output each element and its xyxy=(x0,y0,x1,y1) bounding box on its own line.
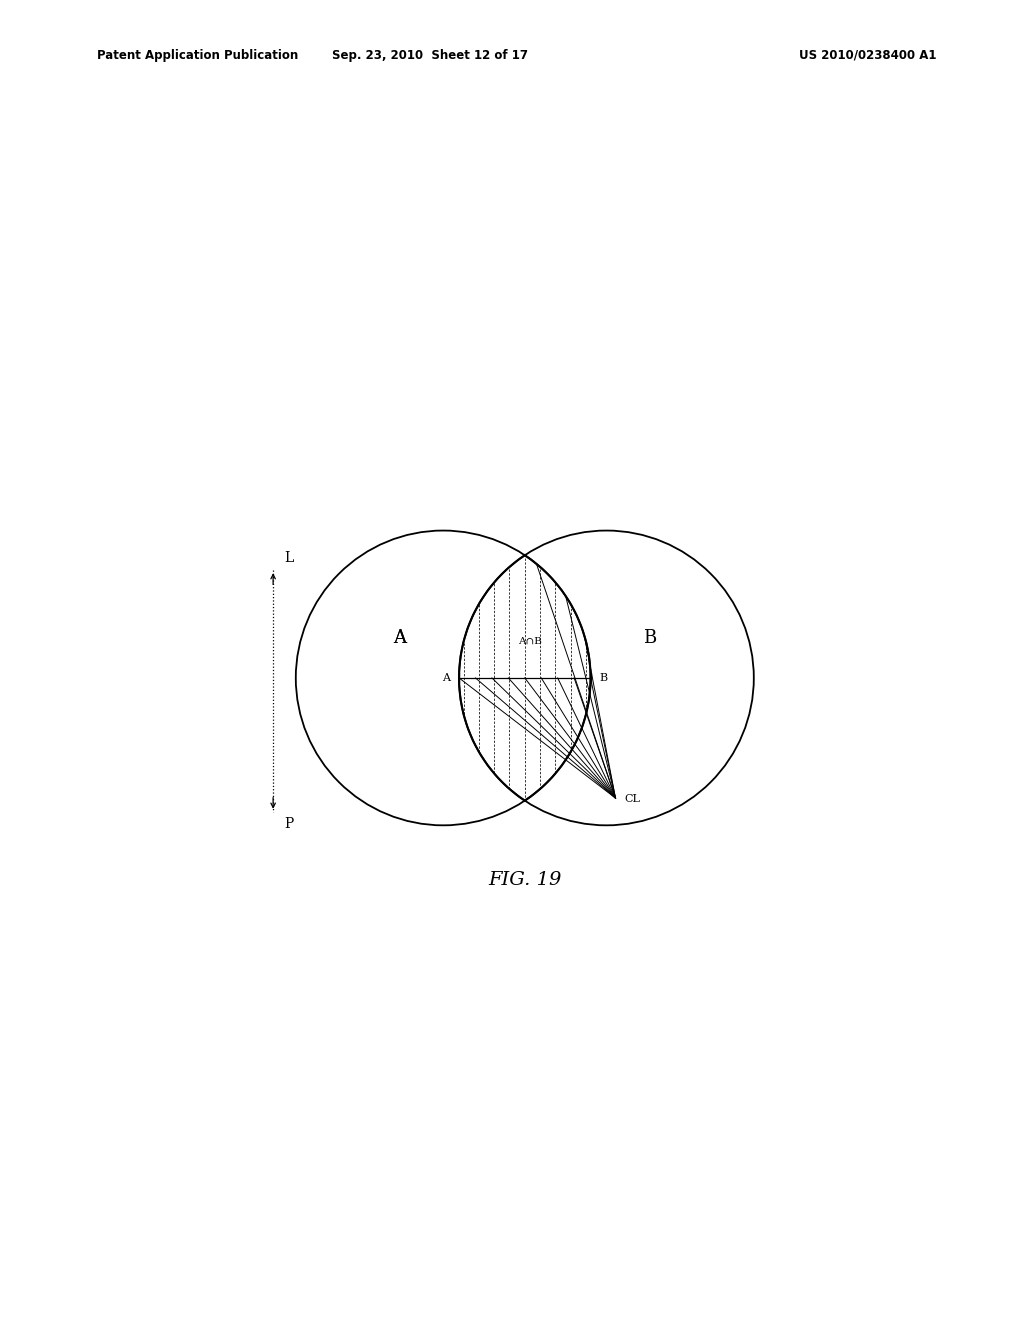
Text: US 2010/0238400 A1: US 2010/0238400 A1 xyxy=(800,49,937,62)
Text: A: A xyxy=(393,630,407,647)
Text: CL: CL xyxy=(625,793,640,804)
Text: A: A xyxy=(393,630,407,647)
Text: FIG. 19: FIG. 19 xyxy=(488,871,561,888)
Text: A∩B: A∩B xyxy=(518,638,543,647)
Text: Sep. 23, 2010  Sheet 12 of 17: Sep. 23, 2010 Sheet 12 of 17 xyxy=(332,49,528,62)
Text: B: B xyxy=(643,630,656,647)
Text: Patent Application Publication: Patent Application Publication xyxy=(97,49,299,62)
Text: B: B xyxy=(600,673,608,682)
Text: A: A xyxy=(442,673,450,682)
Text: P: P xyxy=(285,817,294,832)
Text: L: L xyxy=(285,550,294,565)
